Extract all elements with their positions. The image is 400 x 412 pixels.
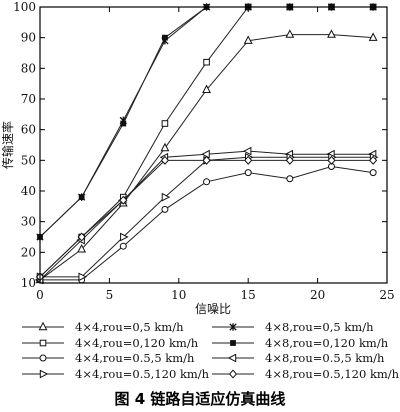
y-tick-label: 70 — [21, 92, 36, 106]
x-tick-label: 20 — [310, 288, 325, 302]
series-line — [39, 6, 374, 278]
legend-label: 4×4,rou=0.5,120 km/h — [75, 367, 210, 381]
data-point — [162, 34, 168, 41]
y-tick-label: 50 — [21, 153, 36, 167]
legend-label: 4×8,rou=0.5,120 km/h — [265, 367, 400, 381]
legend-swatch-marker — [38, 321, 48, 331]
legend-entry: 4×8,rou=0.5,5 km/h — [212, 351, 385, 365]
series-4 — [37, 4, 377, 240]
x-tick-label: 15 — [241, 288, 256, 302]
legend-entry: 4×4,rou=0.5,5 km/h — [22, 351, 195, 365]
data-point — [327, 155, 336, 165]
legend-entry: 4×8,rou=0,120 km/h — [212, 336, 389, 350]
legend-label: 4×4,rou=0,120 km/h — [75, 336, 199, 350]
series-5 — [36, 162, 377, 284]
data-point — [77, 232, 86, 242]
x-tick-label: 25 — [379, 288, 394, 302]
data-point — [77, 243, 87, 253]
series-2 — [36, 3, 377, 241]
x-tick-label: 5 — [106, 288, 114, 302]
data-point — [369, 169, 377, 177]
data-point — [243, 35, 253, 44]
legend-swatch-marker — [228, 369, 238, 379]
y-tick-label: 90 — [21, 31, 36, 45]
legend-entry: 4×4,rou=0,120 km/h — [22, 336, 199, 350]
data-point — [119, 242, 127, 250]
series-layer — [34, 3, 379, 285]
legend: 4×4,rou=0,5 km/h 4×8,rou=0,5 km/h 4×4,rou=… — [22, 320, 400, 381]
legend-swatch-marker — [229, 323, 237, 331]
x-tick-label: 0 — [36, 288, 44, 302]
y-tick-label: 80 — [21, 61, 36, 75]
legend-label: 4×8,rou=0.5,5 km/h — [265, 351, 385, 365]
legend-swatch-marker — [39, 339, 47, 347]
data-point — [286, 175, 294, 183]
ticks-layer: 0 5 10 15 20 25 10 20 30 40 50 60 70 80 90 100 — [13, 0, 395, 302]
y-tick-label: 100 — [13, 0, 36, 14]
series-3 — [36, 3, 377, 281]
series-line — [39, 159, 374, 278]
data-point — [244, 169, 252, 177]
series-line — [40, 156, 374, 278]
data-point — [161, 192, 171, 202]
y-tick-label: 20 — [21, 245, 36, 259]
data-point — [327, 29, 336, 38]
y-tick-label: 60 — [21, 123, 36, 137]
series-7 — [36, 152, 379, 282]
data-point — [244, 155, 253, 165]
figure-caption: 图 4 链路自适应仿真曲线 — [115, 390, 286, 408]
data-point — [120, 232, 129, 242]
y-tick-label: 30 — [21, 215, 36, 229]
legend-label: 4×4,rou=0.5,5 km/h — [75, 351, 195, 365]
series-line — [39, 6, 374, 238]
legend-label: 4×4,rou=0,5 km/h — [75, 320, 184, 334]
legend-swatch-marker — [227, 353, 237, 363]
legend-label: 4×8,rou=0,120 km/h — [265, 336, 389, 350]
data-point — [78, 272, 87, 282]
legend-swatch-marker — [39, 354, 47, 362]
series-line — [39, 150, 374, 281]
data-point — [203, 58, 210, 66]
data-point — [161, 120, 169, 127]
data-point — [120, 120, 127, 127]
data-point — [201, 149, 210, 159]
y-tick-label: 40 — [21, 184, 36, 198]
y-axis-label: 传输速率 — [0, 121, 15, 169]
series-line — [39, 6, 374, 238]
data-point — [160, 155, 169, 165]
data-point — [285, 29, 295, 38]
data-point — [202, 155, 211, 165]
legend-swatch-marker — [39, 369, 49, 379]
data-point — [119, 195, 128, 205]
data-point — [203, 178, 211, 186]
legend-entry: 4×4,rou=0,5 km/h — [22, 320, 184, 334]
data-point — [369, 155, 378, 165]
legend-swatch-marker — [230, 340, 236, 346]
data-point — [285, 155, 294, 165]
legend-label: 4×8,rou=0,5 km/h — [265, 320, 374, 334]
y-tick-label: 10 — [21, 276, 36, 290]
x-axis-label: 信噪比 — [195, 302, 231, 316]
legend-entry: 4×4,rou=0.5,120 km/h — [22, 367, 210, 381]
plot-frame — [39, 6, 388, 284]
legend-entry: 4×8,rou=0.5,120 km/h — [212, 367, 400, 381]
data-point — [161, 205, 169, 213]
x-tick-label: 10 — [171, 288, 186, 302]
data-point — [242, 146, 252, 156]
data-point — [368, 32, 378, 41]
data-point — [160, 142, 170, 152]
legend-entry: 4×8,rou=0,5 km/h — [212, 320, 374, 334]
data-point — [202, 84, 211, 93]
data-point — [78, 194, 85, 201]
series-8 — [35, 155, 378, 282]
